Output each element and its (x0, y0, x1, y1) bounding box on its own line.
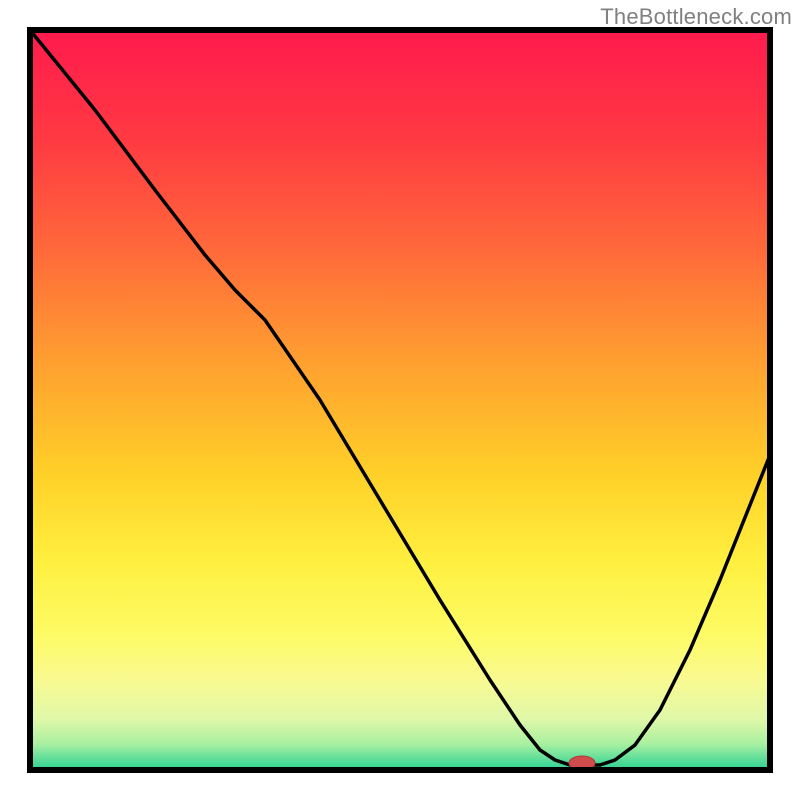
chart-background (30, 30, 770, 770)
chart-container: TheBottleneck.com (0, 0, 800, 800)
chart-svg (0, 0, 800, 800)
watermark-text: TheBottleneck.com (600, 4, 792, 30)
